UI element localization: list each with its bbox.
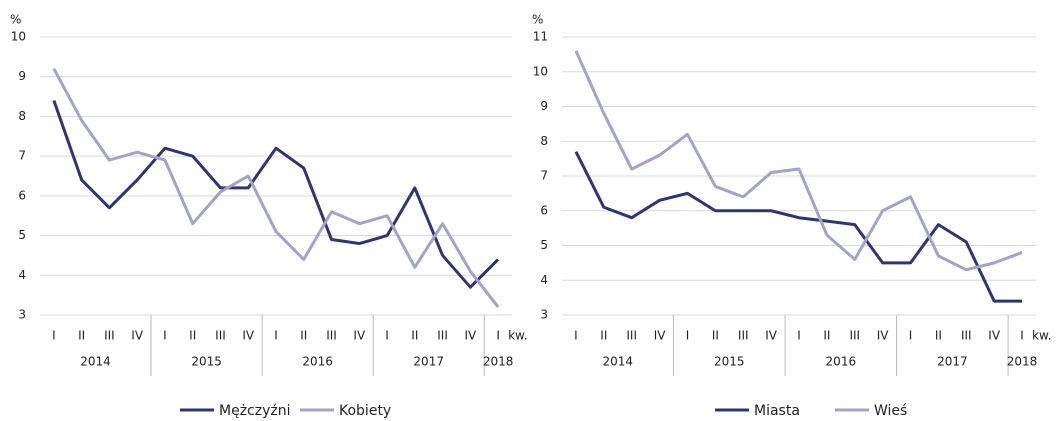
x-unit: kw.	[508, 329, 527, 343]
y-unit: %	[10, 13, 21, 27]
line	[52, 100, 500, 289]
x-tick-label: I	[574, 329, 578, 343]
x-tick-label: I	[686, 329, 690, 343]
line	[52, 68, 500, 308]
line	[574, 151, 1023, 303]
x-tick-label: III	[104, 329, 115, 343]
year-label: 2015	[714, 355, 745, 369]
y-tick-label: 7	[540, 169, 548, 183]
year-label: 2018	[1007, 355, 1038, 369]
y-tick-label: 3	[18, 308, 26, 322]
year-label: 2018	[483, 355, 514, 369]
x-tick-label: III	[437, 329, 448, 343]
x-tick-label: II	[712, 329, 719, 343]
year-label: 2017	[937, 355, 968, 369]
y-tick-label: 6	[18, 188, 26, 202]
x-tick-label: IV	[131, 329, 144, 343]
x-tick-label: I	[274, 329, 278, 343]
x-tick-label: II	[78, 329, 85, 343]
y-tick-label: 8	[540, 134, 548, 148]
x-tick-label: III	[215, 329, 226, 343]
x-tick-label: IV	[988, 329, 1001, 343]
x-tick-label: II	[411, 329, 418, 343]
y-tick-label: 3	[540, 308, 548, 322]
x-tick-label: II	[823, 329, 830, 343]
x-unit: kw.	[1032, 329, 1051, 343]
y-tick-label: 4	[18, 268, 26, 282]
y-tick-label: 6	[540, 203, 548, 217]
x-tick-label: IV	[654, 329, 667, 343]
x-tick-label: I	[163, 329, 167, 343]
x-tick-label: IV	[353, 329, 366, 343]
legend-label: Wieś	[874, 403, 907, 419]
legend-label: Miasta	[754, 403, 800, 419]
x-tick-label: I	[385, 329, 389, 343]
x-tick-label: IV	[464, 329, 477, 343]
x-tick-label: IV	[765, 329, 778, 343]
y-tick-label: 9	[540, 99, 548, 113]
y-tick-label: 7	[18, 149, 26, 163]
year-label: 2016	[826, 355, 857, 369]
x-tick-label: III	[961, 329, 972, 343]
y-tick-label: 5	[18, 228, 26, 242]
x-tick-label: I	[496, 329, 500, 343]
y-tick-label: 10	[11, 30, 26, 44]
y-tick-label: 5	[540, 238, 548, 252]
x-tick-label: IV	[242, 329, 255, 343]
year-label: 2014	[602, 355, 633, 369]
legend-label: Kobiety	[339, 403, 391, 419]
x-tick-label: I	[909, 329, 913, 343]
x-tick-label: II	[300, 329, 307, 343]
x-tick-label: II	[600, 329, 607, 343]
legend-label: Mężczyźni	[219, 403, 290, 419]
x-tick-label: III	[626, 329, 637, 343]
x-tick-label: II	[189, 329, 196, 343]
y-unit: %	[532, 13, 543, 27]
y-tick-label: 11	[533, 30, 548, 44]
x-tick-label: I	[797, 329, 801, 343]
y-tick-label: 10	[533, 64, 548, 78]
x-tick-label: I	[52, 329, 56, 343]
year-label: 2015	[191, 355, 222, 369]
x-tick-label: I	[1020, 329, 1024, 343]
x-tick-label: III	[738, 329, 749, 343]
x-tick-label: IV	[877, 329, 890, 343]
y-tick-label: 4	[540, 273, 548, 287]
line	[574, 50, 1023, 272]
y-tick-label: 8	[18, 109, 26, 123]
y-tick-label: 9	[18, 69, 26, 83]
x-tick-label: III	[326, 329, 337, 343]
year-label: 2016	[302, 355, 333, 369]
x-tick-label: III	[849, 329, 860, 343]
year-label: 2014	[80, 355, 111, 369]
year-label: 2017	[413, 355, 444, 369]
x-tick-label: II	[935, 329, 942, 343]
